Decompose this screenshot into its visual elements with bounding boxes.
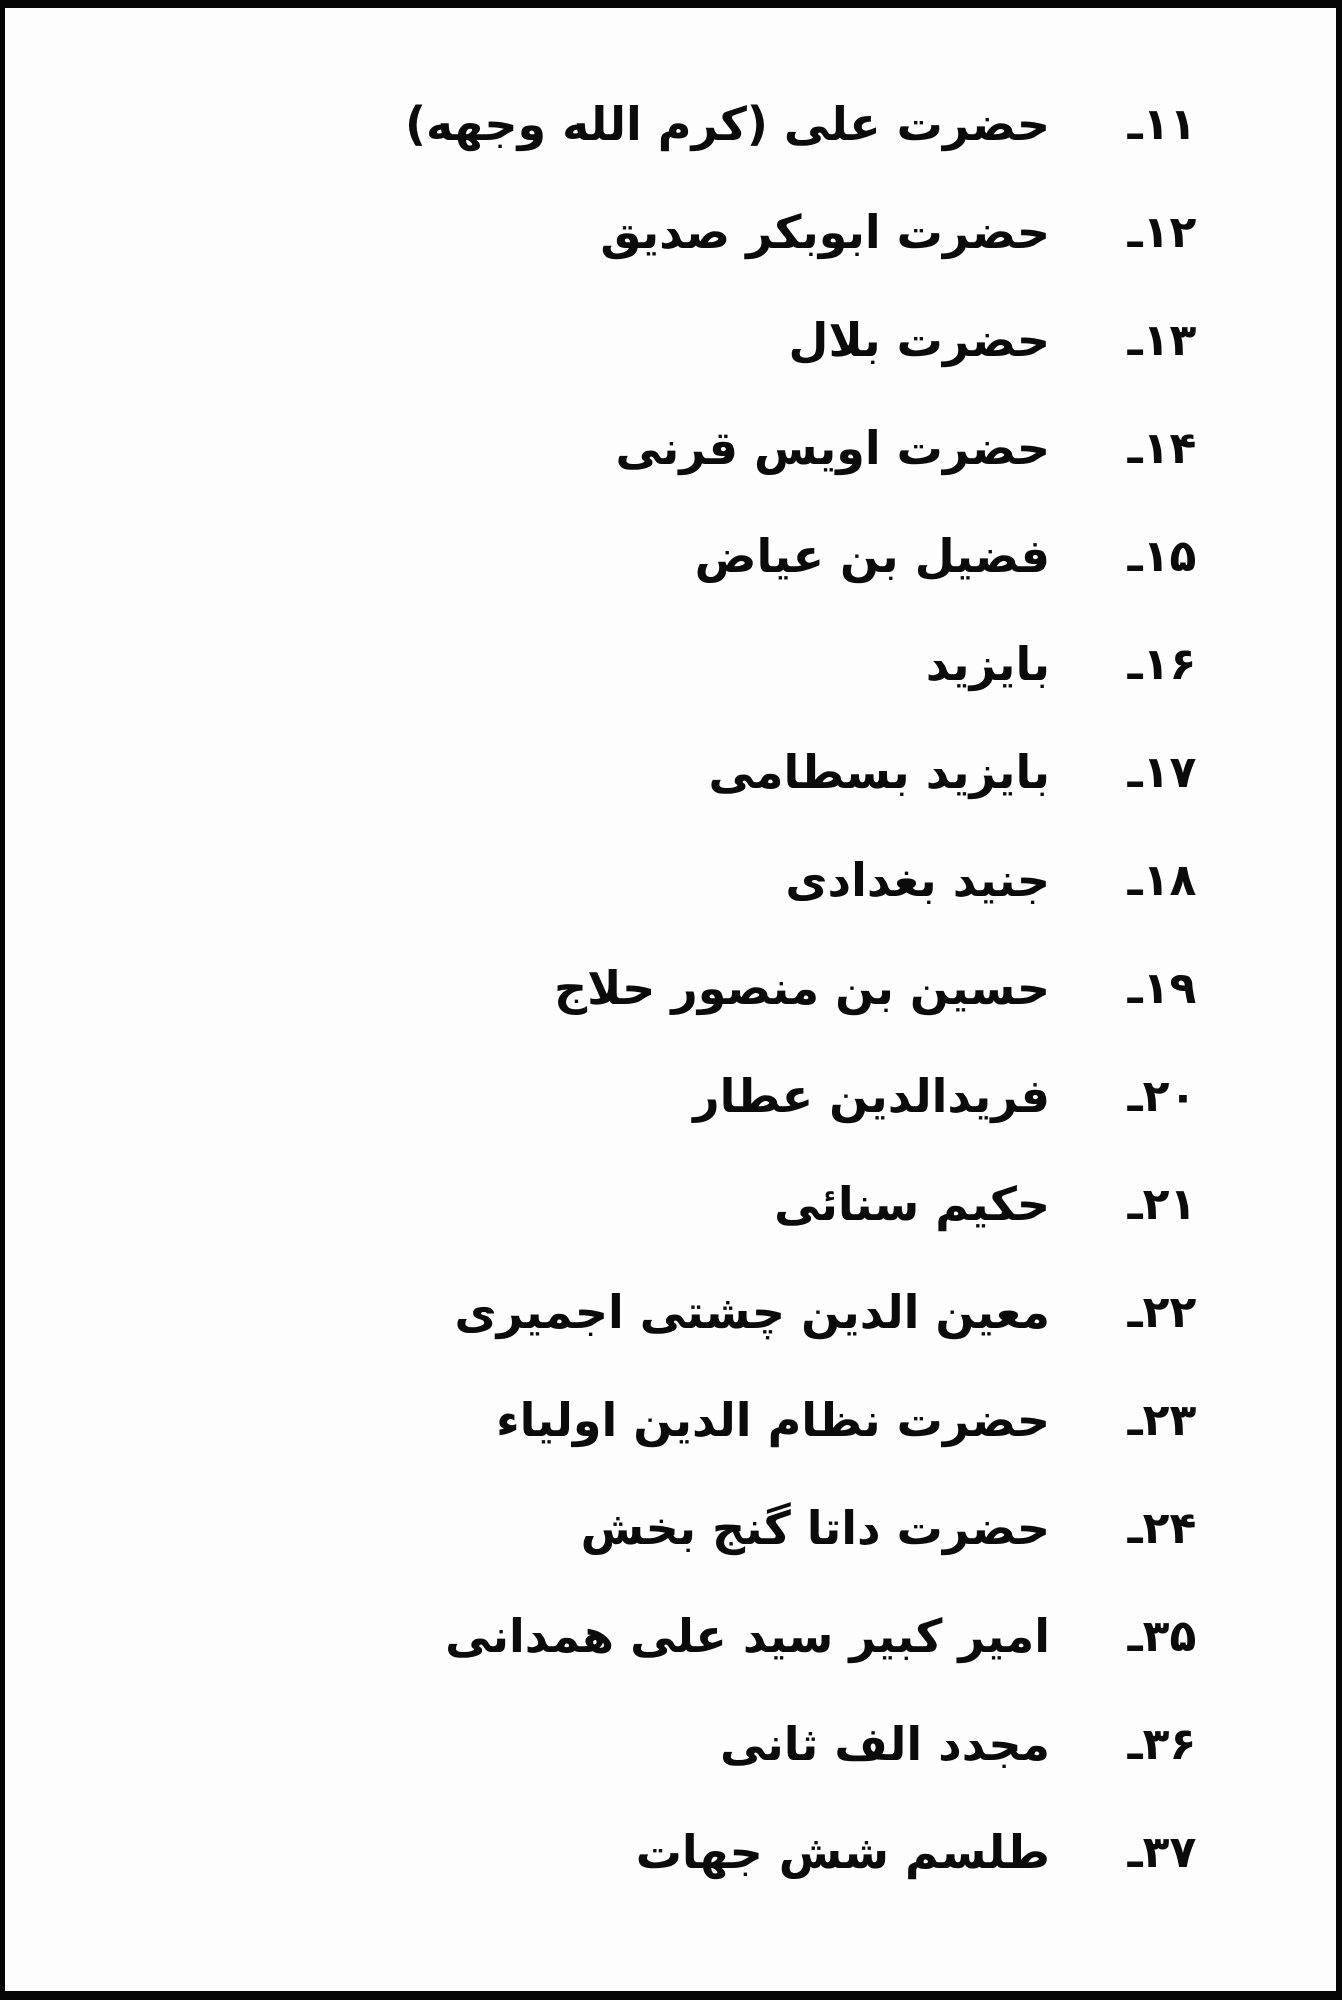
entry-name: امیر کبیر سید علی همدانی: [445, 1609, 1050, 1663]
entry-name: حسین بن منصور حلاج: [554, 961, 1050, 1015]
entry-number: ۲۰ـ: [1127, 1070, 1197, 1122]
list-item: ۱۳ـ حضرت بلال: [35, 286, 1220, 394]
entry-number: ۳۶ـ: [1127, 1718, 1197, 1770]
entry-number: ۱۴ـ: [1127, 422, 1197, 474]
list-item: ۳۵ـ امیر کبیر سید علی همدانی: [35, 1582, 1220, 1690]
entry-number: ۳۵ـ: [1127, 1610, 1197, 1662]
entry-number: ۱۵ـ: [1127, 530, 1197, 582]
entry-name: فضیل بن عیاض: [694, 529, 1050, 583]
list-item: ۱۵ـ فضیل بن عیاض: [35, 502, 1220, 610]
list-item: ۱۲ـ حضرت ابوبکر صدیق: [35, 178, 1220, 286]
entry-number: ۱۱ـ: [1127, 98, 1197, 150]
entry-number: ۲۱ـ: [1127, 1178, 1197, 1230]
entry-number: ۲۳ـ: [1127, 1394, 1197, 1446]
list-item: ۱۸ـ جنید بغدادی: [35, 826, 1220, 934]
entry-number: ۳۷ـ: [1127, 1826, 1197, 1878]
list-item: ۱۷ـ بایزید بسطامی: [35, 718, 1220, 826]
entry-number: ۱۶ـ: [1127, 638, 1197, 690]
entry-name: بایزید: [925, 637, 1050, 691]
entry-name: حضرت داتا گنج بخش: [580, 1501, 1050, 1555]
list-item: ۲۳ـ حضرت نظام الدین اولیاء: [35, 1366, 1220, 1474]
list-item: ۱۹ـ حسین بن منصور حلاج: [35, 934, 1220, 1042]
list-item: ۳۷ـ طلسم شش جهات: [35, 1798, 1220, 1906]
entry-name: حضرت نظام الدین اولیاء: [496, 1393, 1050, 1447]
entry-number: ۲۴ـ: [1127, 1502, 1197, 1554]
entry-name: بایزید بسطامی: [708, 745, 1050, 799]
entry-name: حضرت بلال: [788, 313, 1050, 367]
entry-name: معین الدین چشتی اجمیری: [454, 1285, 1050, 1339]
entry-number: ۱۲ـ: [1127, 206, 1197, 258]
entry-name: حضرت اویس قرنی: [615, 421, 1050, 475]
entry-name: حضرت ابوبکر صدیق: [600, 205, 1050, 259]
list-item: ۱۱ـ حضرت علی (کرم الله وجهه): [35, 70, 1220, 178]
list-item: ۲۱ـ حکیم سنائی: [35, 1150, 1220, 1258]
list-item: ۲۴ـ حضرت داتا گنج بخش: [35, 1474, 1220, 1582]
list-item: ۲۰ـ فریدالدین عطار: [35, 1042, 1220, 1150]
list-item: ۱۴ـ حضرت اویس قرنی: [35, 394, 1220, 502]
entry-name: جنید بغدادی: [785, 853, 1050, 907]
entry-number: ۱۷ـ: [1127, 746, 1197, 798]
list-item: ۳۶ـ مجدد الف ثانی: [35, 1690, 1220, 1798]
entry-number: ۱۸ـ: [1127, 854, 1197, 906]
entry-name: مجدد الف ثانی: [719, 1717, 1050, 1771]
entry-number: ۱۳ـ: [1127, 314, 1197, 366]
entry-name: حکیم سنائی: [774, 1177, 1050, 1231]
entry-name: طلسم شش جهات: [635, 1825, 1050, 1879]
entry-name: فریدالدین عطار: [693, 1069, 1050, 1123]
list-item: ۲۲ـ معین الدین چشتی اجمیری: [35, 1258, 1220, 1366]
entry-number: ۱۹ـ: [1127, 962, 1197, 1014]
entry-name: حضرت علی (کرم الله وجهه): [405, 97, 1050, 151]
saints-list: ۱۱ـ حضرت علی (کرم الله وجهه) ۱۲ـ حضرت اب…: [5, 8, 1336, 1906]
entry-number: ۲۲ـ: [1127, 1286, 1197, 1338]
list-item: ۱۶ـ بایزید: [35, 610, 1220, 718]
